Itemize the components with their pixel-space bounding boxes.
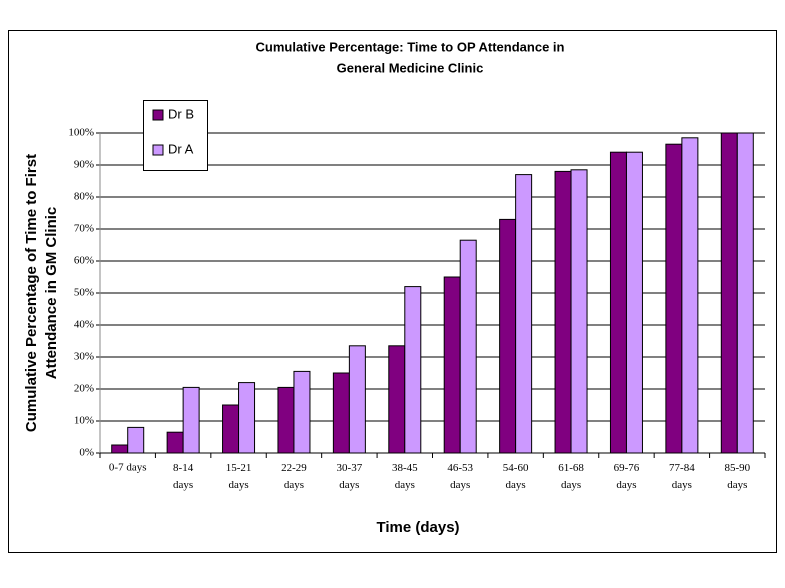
bar xyxy=(570,169,588,454)
y-tick-label: 70% xyxy=(74,223,94,235)
x-tick-label-line: days xyxy=(727,479,747,491)
bar xyxy=(720,132,738,454)
bar xyxy=(293,370,311,454)
y-axis-label: Cumulative Percentage of Time to First xyxy=(23,154,40,432)
bar xyxy=(388,345,406,454)
chart-title: General Medicine Clinic xyxy=(337,60,484,75)
y-tick-label: 0% xyxy=(79,447,94,459)
x-tick-label-line: 22-29 xyxy=(281,462,307,474)
y-tick-label: 50% xyxy=(74,287,94,299)
bar xyxy=(459,239,477,454)
bar xyxy=(499,218,517,454)
x-tick-label-line: days xyxy=(616,479,636,491)
x-tick-label: 22-29 days xyxy=(281,462,307,491)
bar xyxy=(111,444,129,454)
x-axis-label: Time (days) xyxy=(376,519,459,536)
x-tick-label-line: days xyxy=(395,479,415,491)
bar xyxy=(554,170,572,454)
bar xyxy=(443,276,461,454)
x-tick-label-line: 54-60 xyxy=(503,462,529,474)
bar xyxy=(127,426,145,454)
x-tick-label: 8-14 days xyxy=(173,462,194,491)
bar xyxy=(332,372,350,454)
legend-label: Dr A xyxy=(168,141,194,156)
y-tick-label: 30% xyxy=(74,351,94,363)
x-tick-label-line: days xyxy=(506,479,526,491)
bar xyxy=(609,151,627,454)
x-tick-label: 30-37 days xyxy=(337,462,363,491)
x-tick-label-line: 69-76 xyxy=(614,462,640,474)
bar xyxy=(238,382,256,454)
bar xyxy=(736,132,754,454)
x-tick-label-line: days xyxy=(672,479,692,491)
x-tick-label: 46-53 days xyxy=(447,462,473,491)
bar xyxy=(681,137,699,454)
x-tick-label: 0-7 days xyxy=(109,462,147,474)
x-tick-label-line: 85-90 xyxy=(724,462,750,474)
legend-swatch xyxy=(152,144,164,156)
chart-border xyxy=(8,30,777,553)
x-tick-label-line: 46-53 xyxy=(447,462,473,474)
x-tick-label-line: 77-84 xyxy=(669,462,695,474)
y-tick-label: 100% xyxy=(68,127,94,139)
bar xyxy=(348,345,366,454)
x-tick-label: 77-84 days xyxy=(669,462,695,491)
y-tick-label: 80% xyxy=(74,191,94,203)
y-tick-label: 60% xyxy=(74,255,94,267)
x-tick-label-line: days xyxy=(173,479,193,491)
x-tick-label-line: days xyxy=(284,479,304,491)
x-tick-label-line: 8-14 xyxy=(173,462,194,474)
x-tick-label-line: 30-37 xyxy=(337,462,363,474)
x-tick-label-line: 61-68 xyxy=(558,462,584,474)
bar xyxy=(665,143,683,454)
bar xyxy=(625,151,643,454)
x-tick-label-line: 38-45 xyxy=(392,462,418,474)
y-tick-label: 40% xyxy=(74,319,94,331)
x-tick-label: 38-45 days xyxy=(392,462,418,491)
bar xyxy=(166,431,184,454)
x-tick-label: 61-68 days xyxy=(558,462,584,491)
bar xyxy=(277,386,295,454)
bar xyxy=(404,286,422,454)
legend-label: Dr B xyxy=(168,106,194,121)
x-tick-label-line: days xyxy=(561,479,581,491)
bar xyxy=(222,404,240,454)
x-tick-label-line: days xyxy=(228,479,248,491)
x-tick-label: 15-21 days xyxy=(226,462,252,491)
y-tick-label: 90% xyxy=(74,159,94,171)
bar xyxy=(182,386,200,454)
x-tick-label-line: days xyxy=(450,479,470,491)
x-tick-label: 69-76 days xyxy=(614,462,640,491)
x-tick-label: 85-90 days xyxy=(724,462,750,491)
bar xyxy=(515,174,533,454)
y-tick-label: 20% xyxy=(74,383,94,395)
y-axis-label: Attendance in GM Clinic xyxy=(43,207,60,380)
chart-title: Cumulative Percentage: Time to OP Attend… xyxy=(256,39,565,54)
legend-swatch xyxy=(152,109,164,121)
x-tick-label-line: 15-21 xyxy=(226,462,252,474)
x-tick-label-line: days xyxy=(339,479,359,491)
x-tick-label: 54-60 days xyxy=(503,462,529,491)
y-tick-label: 10% xyxy=(74,415,94,427)
